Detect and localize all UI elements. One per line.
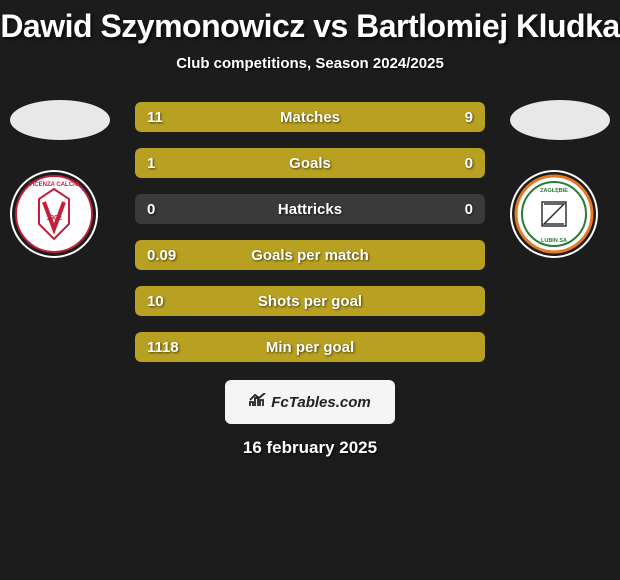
vicenza-badge-icon: VICENZA CALCIO 1902 [14, 174, 94, 254]
subtitle: Club competitions, Season 2024/2025 [176, 55, 444, 72]
svg-text:LUBIN SA: LUBIN SA [541, 238, 567, 244]
club-badge-right: ZAGŁĘBIE LUBIN SA [510, 170, 598, 258]
player-left-photo-placeholder [10, 100, 110, 140]
chart-icon [249, 393, 267, 411]
svg-text:ZAGŁĘBIE: ZAGŁĘBIE [540, 188, 568, 194]
stat-label: Hattricks [135, 201, 485, 218]
stat-row-matches: 11Matches9 [135, 102, 485, 132]
infographic-container: Dawid Szymonowicz vs Bartlomiej Kludka C… [0, 0, 620, 580]
stats-bars: 11Matches91Goals00Hattricks00.09Goals pe… [135, 102, 485, 362]
brand-text: FcTables.com [271, 394, 370, 411]
stat-row-goals-per-match: 0.09Goals per match [135, 240, 485, 270]
stat-value-right: 9 [465, 109, 473, 126]
player-right-photo-placeholder [510, 100, 610, 140]
brand-badge[interactable]: FcTables.com [225, 380, 395, 424]
club-badge-left: VICENZA CALCIO 1902 [10, 170, 98, 258]
svg-text:1902: 1902 [46, 215, 62, 222]
stat-label: Matches [135, 109, 485, 126]
stat-label: Shots per goal [135, 293, 485, 310]
date-text: 16 february 2025 [243, 438, 377, 458]
stat-value-right: 0 [465, 201, 473, 218]
svg-text:VICENZA CALCIO: VICENZA CALCIO [29, 182, 80, 188]
stat-row-min-per-goal: 1118Min per goal [135, 332, 485, 362]
zaglebie-badge-icon: ZAGŁĘBIE LUBIN SA [514, 174, 594, 254]
stat-row-shots-per-goal: 10Shots per goal [135, 286, 485, 316]
comparison-title: Dawid Szymonowicz vs Bartlomiej Kludka [0, 8, 619, 45]
stat-label: Goals per match [135, 247, 485, 264]
player-right-column: ZAGŁĘBIE LUBIN SA [510, 100, 610, 300]
stat-row-goals: 1Goals0 [135, 148, 485, 178]
player-left-column: VICENZA CALCIO 1902 [10, 100, 110, 300]
stat-value-right: 0 [465, 155, 473, 172]
stat-row-hattricks: 0Hattricks0 [135, 194, 485, 224]
stat-label: Min per goal [135, 339, 485, 356]
stat-label: Goals [135, 155, 485, 172]
